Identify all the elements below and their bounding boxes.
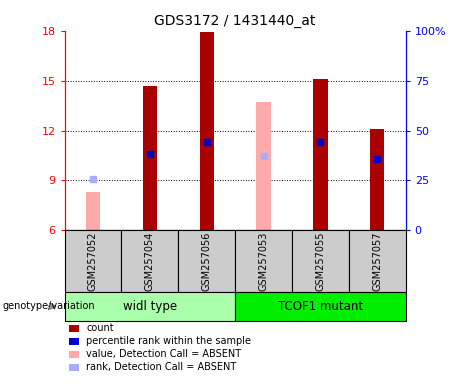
Text: count: count: [86, 323, 114, 333]
Text: GSM257057: GSM257057: [372, 232, 382, 291]
Text: GSM257054: GSM257054: [145, 232, 155, 291]
Bar: [121, 230, 178, 292]
Bar: [200, 32, 214, 230]
Title: GDS3172 / 1431440_at: GDS3172 / 1431440_at: [154, 14, 316, 28]
Bar: [65, 292, 235, 321]
Bar: [178, 230, 235, 292]
Bar: [65, 230, 121, 292]
Bar: [86, 192, 100, 230]
Bar: [370, 129, 384, 230]
Bar: [256, 102, 271, 230]
Text: GSM257055: GSM257055: [315, 232, 325, 291]
Text: GSM257056: GSM257056: [201, 232, 212, 291]
Bar: [69, 364, 79, 371]
Text: widl type: widl type: [123, 300, 177, 313]
Bar: [292, 230, 349, 292]
Bar: [235, 230, 292, 292]
Text: TCOF1 mutant: TCOF1 mutant: [278, 300, 363, 313]
Bar: [313, 79, 327, 230]
Text: rank, Detection Call = ABSENT: rank, Detection Call = ABSENT: [86, 362, 236, 372]
Text: value, Detection Call = ABSENT: value, Detection Call = ABSENT: [86, 349, 241, 359]
Text: genotype/variation: genotype/variation: [2, 301, 95, 311]
Bar: [143, 86, 157, 230]
Bar: [349, 230, 406, 292]
Text: GSM257052: GSM257052: [88, 232, 98, 291]
Bar: [235, 292, 406, 321]
Text: GSM257053: GSM257053: [259, 232, 269, 291]
Bar: [69, 325, 79, 332]
Bar: [69, 351, 79, 358]
Bar: [69, 338, 79, 345]
Text: percentile rank within the sample: percentile rank within the sample: [86, 336, 251, 346]
